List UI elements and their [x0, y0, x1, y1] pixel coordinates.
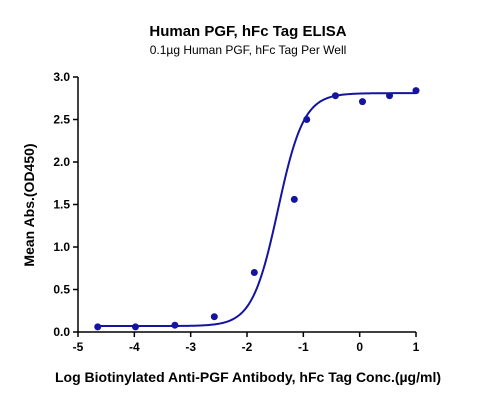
data-point [386, 92, 394, 100]
chart-title: Human PGF, hFc Tag ELISA [149, 23, 346, 40]
data-point [290, 195, 298, 203]
x-tick-label: -2 [242, 340, 253, 354]
data-point [94, 323, 102, 331]
y-tick-label: 2.0 [53, 155, 70, 169]
y-tick-label: 2.5 [53, 113, 70, 127]
data-point [171, 321, 179, 329]
x-tick-label: 1 [413, 340, 420, 354]
y-axis-label: Mean Abs.(OD450) [21, 143, 37, 266]
data-point [412, 87, 420, 95]
x-tick-label: -5 [73, 340, 84, 354]
data-point [131, 323, 139, 331]
data-point [358, 98, 366, 106]
plot-area: -5 -4 -3 -2 -1 0 1 0.0 0.5 1.0 1.5 2.0 2.5 3.0 [53, 70, 419, 354]
data-point [303, 116, 311, 123]
y-tick-label: 0.0 [53, 325, 70, 339]
x-tick-label: 0 [356, 340, 363, 354]
y-tick-label: 1.5 [53, 198, 70, 212]
y-tick-label: 1.0 [53, 240, 70, 254]
data-point [331, 92, 339, 100]
y-tick-label: 0.5 [53, 283, 70, 297]
x-tick-label: -4 [129, 340, 140, 354]
data-point [210, 313, 218, 321]
data-point [250, 269, 258, 276]
x-tick-label: -1 [298, 340, 309, 354]
y-tick-label: 3.0 [53, 70, 70, 84]
x-tick-label: -3 [185, 340, 196, 354]
fit-curve [97, 92, 416, 328]
x-axis-label: Log Biotinylated Anti-PGF Antibody, hFc … [55, 369, 441, 385]
chart-subtitle: 0.1µg Human PGF, hFc Tag Per Well [150, 43, 347, 57]
